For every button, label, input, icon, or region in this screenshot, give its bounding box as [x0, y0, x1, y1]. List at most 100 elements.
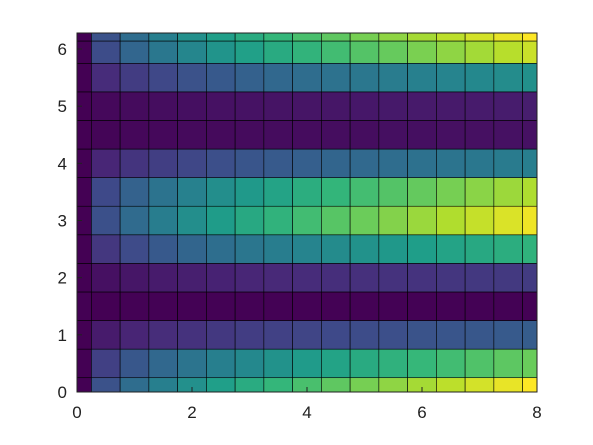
heatmap-cell — [407, 177, 437, 207]
heatmap-cell — [148, 40, 178, 64]
heatmap-cell — [349, 120, 380, 150]
heatmap-cell — [464, 177, 495, 207]
heatmap-cell — [91, 91, 121, 121]
heatmap-cell — [436, 33, 466, 42]
heatmap-cell — [292, 234, 322, 264]
y-tick-label: 6 — [58, 40, 67, 59]
heatmap-cell — [263, 291, 293, 321]
heatmap-cell — [119, 205, 150, 236]
heatmap-cell — [263, 263, 293, 293]
heatmap-cell — [234, 377, 265, 392]
heatmap-cell — [493, 120, 523, 150]
heatmap-cell — [119, 40, 150, 64]
heatmap-cell — [77, 40, 92, 64]
heatmap-cell — [119, 177, 150, 207]
heatmap-cell — [292, 91, 322, 121]
heatmap-cell — [234, 291, 265, 321]
heatmap-cell — [263, 33, 293, 42]
x-tick-label: 8 — [532, 403, 541, 422]
heatmap-cell — [378, 33, 408, 42]
heatmap-cell — [263, 348, 293, 379]
heatmap-cell — [263, 320, 293, 350]
heatmap-cell — [321, 348, 351, 379]
heatmap-cell — [91, 120, 121, 150]
heatmap-cell — [464, 33, 495, 42]
heatmap-cell — [522, 91, 537, 121]
heatmap-cell — [91, 148, 121, 178]
heatmap-cell — [119, 263, 150, 293]
heatmap-cell — [148, 234, 178, 264]
heatmap-cell — [464, 263, 495, 293]
heatmap-cell — [119, 148, 150, 178]
heatmap-cell — [263, 377, 293, 392]
heatmap-cell — [206, 40, 236, 64]
heatmap-cell — [493, 291, 523, 321]
heatmap-cell — [349, 377, 380, 392]
heatmap-cell — [177, 91, 207, 121]
heatmap-cell — [407, 234, 437, 264]
heatmap-cell — [263, 205, 293, 236]
heatmap-cell — [464, 205, 495, 236]
heatmap-cell — [119, 291, 150, 321]
heatmap-cell — [378, 62, 408, 93]
heatmap-cell — [407, 320, 437, 350]
heatmap-cell — [378, 177, 408, 207]
heatmap-cell — [321, 91, 351, 121]
heatmap-cell — [493, 62, 523, 93]
heatmap-cell — [522, 148, 537, 178]
heatmap-cell — [349, 205, 380, 236]
heatmap-cell — [77, 234, 92, 264]
heatmap-cell — [234, 177, 265, 207]
heatmap-cell — [436, 120, 466, 150]
heatmap-cell — [349, 234, 380, 264]
x-tick-label: 2 — [187, 403, 196, 422]
heatmap-cell — [407, 291, 437, 321]
heatmap-cell — [464, 148, 495, 178]
heatmap-cell — [177, 177, 207, 207]
heatmap-cell — [91, 263, 121, 293]
heatmap-cell — [177, 62, 207, 93]
heatmap-cell — [436, 205, 466, 236]
heatmap-cell — [91, 320, 121, 350]
heatmap-cell — [522, 40, 537, 64]
heatmap-cell — [522, 377, 537, 392]
heatmap-cell — [292, 148, 322, 178]
heatmap-cell — [493, 148, 523, 178]
heatmap-cell — [321, 177, 351, 207]
heatmap-cell — [234, 91, 265, 121]
heatmap-cell — [77, 62, 92, 93]
heatmap-cell — [263, 62, 293, 93]
heatmap-cell — [349, 320, 380, 350]
heatmap-cell — [321, 148, 351, 178]
heatmap-cell — [378, 120, 408, 150]
heatmap-cell — [206, 263, 236, 293]
heatmap-cell — [177, 33, 207, 42]
heatmap-cell — [177, 40, 207, 64]
heatmap-cell — [349, 40, 380, 64]
heatmap-cell — [464, 40, 495, 64]
y-tick-label: 2 — [58, 269, 67, 288]
heatmap-cell — [119, 234, 150, 264]
heatmap-cell — [292, 40, 322, 64]
heatmap-cell — [263, 120, 293, 150]
heatmap-cell — [378, 91, 408, 121]
heatmap-cell — [206, 320, 236, 350]
heatmap-cell — [321, 40, 351, 64]
heatmap-cell — [436, 377, 466, 392]
heatmap-cell — [77, 348, 92, 379]
heatmap-cell — [378, 320, 408, 350]
heatmap-cell — [349, 33, 380, 42]
heatmap-cell — [522, 234, 537, 264]
heatmap-cell — [436, 263, 466, 293]
heatmap-cell — [91, 177, 121, 207]
heatmap-cell — [407, 205, 437, 236]
heatmap-cell — [522, 177, 537, 207]
x-tick-label: 0 — [72, 403, 81, 422]
heatmap-cell — [464, 291, 495, 321]
heatmap-cell — [177, 348, 207, 379]
heatmap-cell — [493, 348, 523, 379]
heatmap-cell — [321, 33, 351, 42]
heatmap-cell — [148, 120, 178, 150]
heatmap-cell — [77, 377, 92, 392]
heatmap-cell — [234, 120, 265, 150]
